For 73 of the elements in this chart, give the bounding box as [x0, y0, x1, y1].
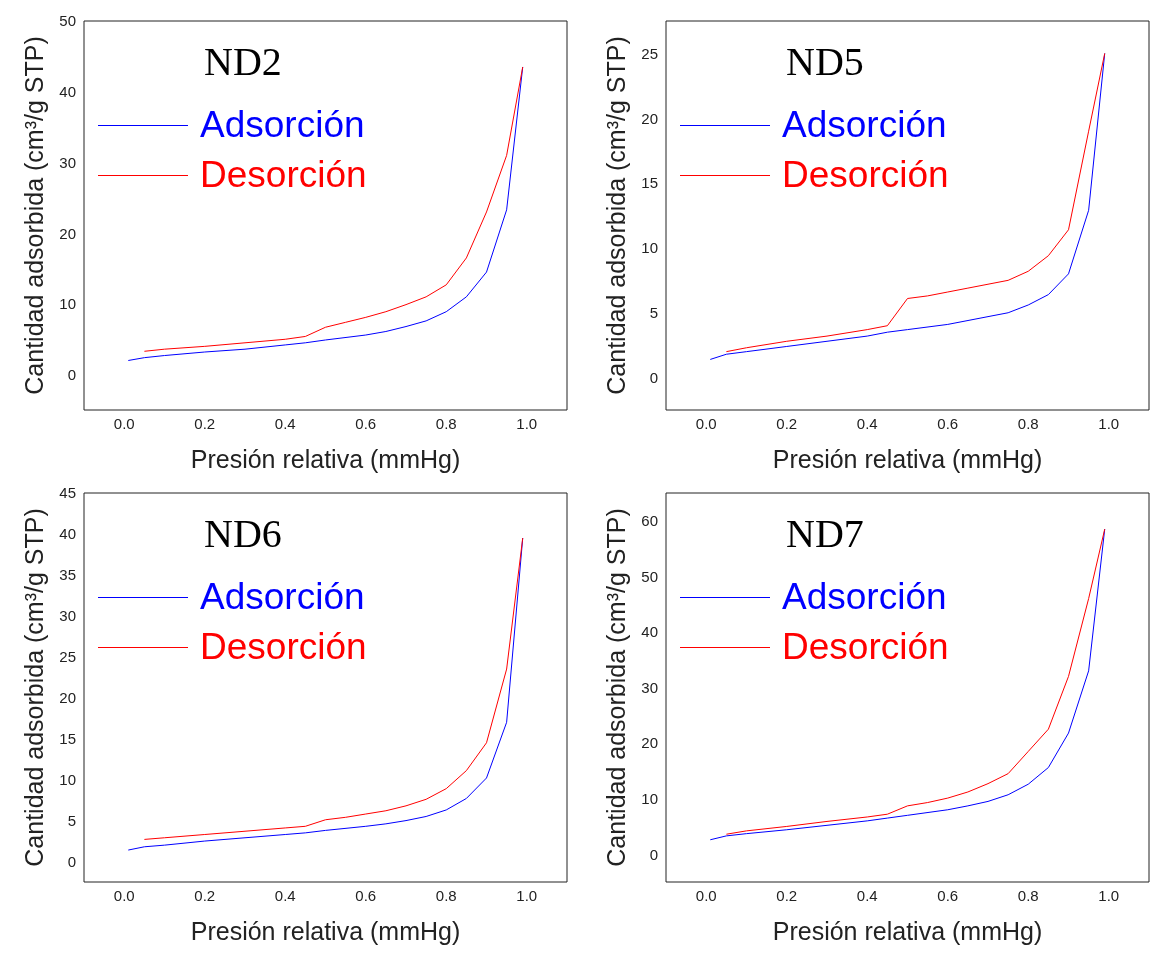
- legend-label: Adsorción: [200, 104, 365, 146]
- y-tick-label: 30: [641, 678, 658, 696]
- y-axis-title: Cantidad adsorbida (cm³/g STP): [19, 36, 48, 395]
- x-tick-label: 0.6: [355, 886, 377, 904]
- y-tick-label: 45: [59, 484, 76, 502]
- y-tick-label: 10: [641, 239, 658, 257]
- text: ND6: [204, 510, 282, 557]
- y-tick-label: 5: [67, 811, 76, 829]
- y-tick-label: 40: [59, 525, 76, 543]
- legend-label: Desorción: [782, 154, 949, 196]
- y-tick-label: 20: [641, 109, 658, 127]
- x-tick-label: 1.0: [516, 886, 538, 904]
- y-tick-label: 0: [649, 845, 658, 863]
- y-tick-label: 60: [641, 512, 658, 530]
- text: ND5: [786, 38, 864, 85]
- x-tick-label: 0.6: [937, 414, 959, 432]
- y-axis-title: Cantidad adsorbida (cm³/g STP): [601, 508, 630, 867]
- x-tick-label: 0.6: [355, 414, 377, 432]
- x-tick-label: 0.8: [1017, 886, 1039, 904]
- y-tick-label: 30: [59, 153, 76, 171]
- x-axis-title: Presión relativa (mmHg): [190, 445, 461, 473]
- y-tick-label: 35: [59, 566, 76, 584]
- x-tick-label: 0.2: [194, 886, 216, 904]
- x-tick-label: 0.8: [435, 886, 457, 904]
- y-tick-label: 0: [67, 365, 76, 383]
- y-tick-label: 20: [641, 734, 658, 752]
- y-tick-label: 0: [649, 368, 658, 386]
- text: ND2: [204, 38, 282, 85]
- x-axis-title: Presión relativa (mmHg): [772, 917, 1043, 945]
- y-tick-label: 40: [641, 623, 658, 641]
- x-tick-label: 0.0: [695, 886, 717, 904]
- x-tick-label: 0.0: [113, 886, 135, 904]
- legend-label: Desorción: [200, 154, 367, 196]
- x-tick-label: 0.4: [274, 886, 296, 904]
- y-tick-label: 15: [59, 730, 76, 748]
- y-tick-label: 30: [59, 607, 76, 625]
- y-tick-label: 50: [641, 567, 658, 585]
- x-tick-label: 0.0: [695, 414, 717, 432]
- y-tick-label: 10: [59, 770, 76, 788]
- y-tick-label: 50: [59, 12, 76, 30]
- legend-label: Adsorción: [782, 576, 947, 618]
- y-tick-label: 0: [67, 852, 76, 870]
- x-tick-label: 0.2: [776, 886, 798, 904]
- x-tick-label: 1.0: [516, 414, 538, 432]
- legend-label: Adsorción: [200, 576, 365, 618]
- x-tick-label: 0.4: [856, 414, 878, 432]
- legend-label: Desorción: [782, 626, 949, 668]
- y-tick-label: 10: [59, 295, 76, 313]
- legend-label: Desorción: [200, 626, 367, 668]
- x-tick-label: 0.2: [194, 414, 216, 432]
- x-tick-label: 0.4: [856, 886, 878, 904]
- y-axis-title: Cantidad adsorbida (cm³/g STP): [19, 508, 48, 867]
- x-axis-title: Presión relativa (mmHg): [190, 917, 461, 945]
- x-axis-title: Presión relativa (mmHg): [772, 445, 1043, 473]
- x-tick-label: 1.0: [1098, 414, 1120, 432]
- x-tick-label: 0.4: [274, 414, 296, 432]
- y-axis-title: Cantidad adsorbida (cm³/g STP): [601, 36, 630, 395]
- legend-label: Adsorción: [782, 104, 947, 146]
- x-tick-label: 0.0: [113, 414, 135, 432]
- y-tick-label: 10: [641, 789, 658, 807]
- x-tick-label: 0.8: [1017, 414, 1039, 432]
- y-tick-label: 20: [59, 224, 76, 242]
- y-tick-label: 5: [649, 304, 658, 322]
- x-tick-label: 0.8: [435, 414, 457, 432]
- y-tick-label: 15: [641, 174, 658, 192]
- x-tick-label: 1.0: [1098, 886, 1120, 904]
- y-tick-label: 20: [59, 689, 76, 707]
- text: ND7: [786, 510, 864, 557]
- x-tick-label: 0.2: [776, 414, 798, 432]
- y-tick-label: 25: [59, 648, 76, 666]
- y-tick-label: 40: [59, 83, 76, 101]
- x-tick-label: 0.6: [937, 886, 959, 904]
- y-tick-label: 25: [641, 44, 658, 62]
